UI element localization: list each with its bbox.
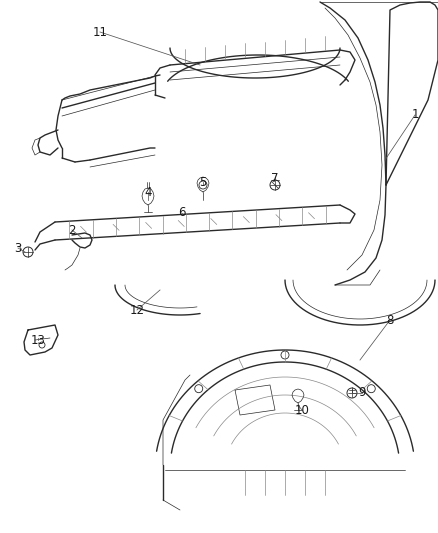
- Text: 6: 6: [178, 206, 186, 220]
- Text: 4: 4: [144, 185, 152, 198]
- Text: 3: 3: [14, 241, 22, 254]
- Text: 2: 2: [68, 223, 76, 237]
- Text: 11: 11: [92, 26, 107, 38]
- Text: 10: 10: [295, 403, 309, 416]
- Text: 12: 12: [130, 303, 145, 317]
- Text: 9: 9: [358, 386, 366, 400]
- Text: 5: 5: [199, 175, 207, 189]
- Text: 7: 7: [271, 172, 279, 184]
- Text: 13: 13: [31, 334, 46, 346]
- Text: 8: 8: [386, 313, 394, 327]
- Text: 1: 1: [411, 109, 419, 122]
